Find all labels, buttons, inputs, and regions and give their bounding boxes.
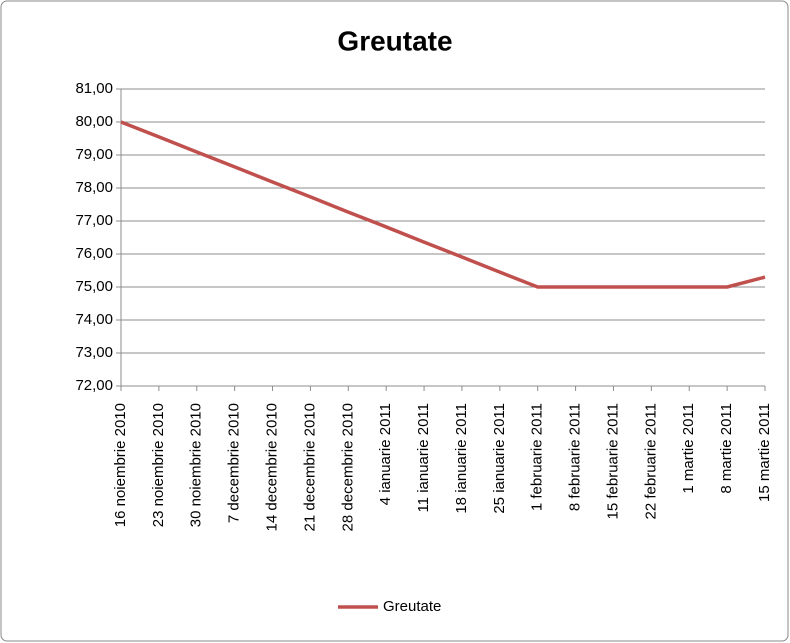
chart-title: Greutate bbox=[337, 25, 452, 56]
x-tick-label: 15 martie 2011 bbox=[756, 403, 773, 502]
x-tick-label: 16 noiembrie 2010 bbox=[112, 403, 129, 527]
x-tick-label: 25 ianuarie 2011 bbox=[491, 403, 508, 514]
y-tick-label: 77,00 bbox=[75, 212, 113, 229]
x-tick-label: 4 ianuarie 2011 bbox=[377, 403, 394, 505]
x-tick-label: 21 decembrie 2010 bbox=[301, 403, 318, 531]
y-tick-label: 76,00 bbox=[75, 245, 113, 262]
x-tick-label: 28 decembrie 2010 bbox=[339, 403, 356, 531]
y-tick-label: 73,00 bbox=[75, 344, 113, 361]
y-tick-label: 74,00 bbox=[75, 311, 113, 328]
data-line bbox=[120, 120, 766, 289]
x-tick-label: 1 martie 2011 bbox=[680, 403, 697, 494]
x-tick-label: 8 februarie 2011 bbox=[567, 403, 584, 511]
x-tick-label: 15 februarie 2011 bbox=[604, 403, 621, 519]
y-tick-label: 75,00 bbox=[75, 278, 113, 295]
x-tick-label: 22 februarie 2011 bbox=[642, 403, 659, 519]
x-tick-label: 8 martie 2011 bbox=[718, 403, 735, 494]
x-tick-label: 30 noiembrie 2010 bbox=[188, 403, 205, 527]
x-tick-label: 7 decembrie 2010 bbox=[226, 403, 243, 523]
y-tick-label: 79,00 bbox=[75, 146, 113, 163]
y-tick-label: 72,00 bbox=[75, 377, 113, 394]
x-tick-label: 23 noiembrie 2010 bbox=[150, 403, 167, 527]
x-tick-label: 18 ianuarie 2011 bbox=[453, 403, 470, 514]
legend-label: Greutate bbox=[383, 598, 441, 615]
y-tick-label: 78,00 bbox=[75, 179, 113, 196]
x-tick-label: 14 decembrie 2010 bbox=[263, 403, 280, 531]
y-tick-label: 80,00 bbox=[75, 113, 113, 130]
x-tick-label: 1 februarie 2011 bbox=[529, 403, 546, 511]
y-tick-label: 81,00 bbox=[75, 80, 113, 97]
x-tick-label: 11 ianuarie 2011 bbox=[415, 403, 432, 513]
